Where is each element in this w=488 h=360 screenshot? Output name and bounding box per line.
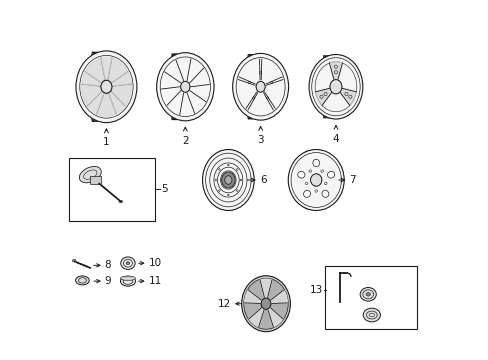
Ellipse shape	[241, 276, 290, 332]
Ellipse shape	[256, 81, 264, 92]
Ellipse shape	[261, 298, 270, 309]
Ellipse shape	[221, 172, 235, 188]
Polygon shape	[260, 279, 271, 297]
Ellipse shape	[320, 170, 323, 172]
Polygon shape	[112, 72, 131, 86]
Polygon shape	[340, 88, 356, 105]
Ellipse shape	[329, 80, 341, 94]
Ellipse shape	[224, 176, 231, 184]
Ellipse shape	[287, 149, 344, 211]
Text: 12: 12	[217, 299, 230, 309]
Ellipse shape	[119, 200, 122, 203]
Ellipse shape	[360, 288, 376, 301]
Polygon shape	[96, 94, 116, 116]
Polygon shape	[85, 58, 105, 83]
Ellipse shape	[120, 276, 135, 286]
Ellipse shape	[101, 80, 112, 93]
Ellipse shape	[297, 171, 305, 178]
Ellipse shape	[303, 190, 310, 197]
Ellipse shape	[79, 166, 101, 183]
Ellipse shape	[244, 278, 287, 329]
Ellipse shape	[76, 276, 89, 285]
Ellipse shape	[76, 51, 137, 123]
Text: 1: 1	[103, 137, 109, 147]
FancyBboxPatch shape	[69, 158, 155, 221]
Polygon shape	[101, 57, 112, 79]
Polygon shape	[315, 88, 331, 105]
Text: 10: 10	[148, 258, 161, 268]
Ellipse shape	[236, 190, 238, 192]
Text: 8: 8	[104, 260, 111, 270]
Ellipse shape	[314, 190, 317, 192]
Ellipse shape	[181, 81, 189, 92]
Ellipse shape	[261, 298, 270, 309]
Polygon shape	[329, 62, 342, 79]
Ellipse shape	[101, 80, 112, 93]
Ellipse shape	[227, 194, 228, 196]
Ellipse shape	[72, 260, 76, 262]
Ellipse shape	[329, 80, 341, 94]
Ellipse shape	[215, 179, 216, 181]
Polygon shape	[87, 92, 103, 114]
Text: 9: 9	[104, 276, 111, 286]
Text: 4: 4	[332, 134, 339, 144]
Polygon shape	[111, 84, 131, 106]
Ellipse shape	[308, 170, 311, 172]
Polygon shape	[270, 290, 287, 303]
Ellipse shape	[308, 54, 362, 119]
Polygon shape	[81, 84, 102, 106]
Text: 5: 5	[161, 184, 167, 194]
Ellipse shape	[120, 276, 135, 280]
Ellipse shape	[181, 81, 189, 92]
Ellipse shape	[327, 171, 334, 178]
Text: 3: 3	[257, 135, 264, 145]
Ellipse shape	[232, 53, 288, 120]
FancyBboxPatch shape	[325, 266, 416, 329]
Ellipse shape	[202, 149, 254, 211]
Ellipse shape	[227, 164, 228, 166]
Ellipse shape	[240, 179, 241, 181]
Bar	[90, 176, 101, 184]
Ellipse shape	[321, 190, 328, 197]
Text: 7: 7	[349, 175, 355, 185]
Ellipse shape	[121, 257, 135, 270]
Ellipse shape	[218, 168, 220, 170]
Polygon shape	[109, 92, 125, 114]
Ellipse shape	[126, 262, 129, 265]
Text: 6: 6	[260, 175, 266, 185]
Ellipse shape	[256, 81, 264, 92]
Ellipse shape	[310, 174, 321, 186]
Polygon shape	[248, 308, 264, 327]
Ellipse shape	[218, 190, 220, 192]
Polygon shape	[267, 308, 283, 327]
Polygon shape	[81, 72, 101, 86]
Ellipse shape	[363, 308, 380, 322]
Text: 11: 11	[148, 276, 162, 286]
Ellipse shape	[366, 293, 369, 296]
Polygon shape	[108, 58, 128, 83]
Ellipse shape	[156, 53, 214, 121]
Polygon shape	[244, 290, 261, 303]
Ellipse shape	[310, 174, 321, 186]
Text: 2: 2	[182, 135, 188, 145]
Text: 13: 13	[309, 285, 323, 295]
Ellipse shape	[305, 182, 307, 185]
Ellipse shape	[312, 159, 319, 167]
Ellipse shape	[324, 182, 326, 185]
Ellipse shape	[236, 168, 238, 170]
